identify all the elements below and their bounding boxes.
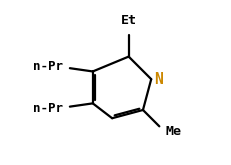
Text: Et: Et [121, 14, 137, 27]
Text: n-Pr: n-Pr [33, 60, 63, 73]
Text: N: N [155, 72, 163, 87]
Text: Me: Me [166, 125, 182, 138]
Text: n-Pr: n-Pr [33, 102, 63, 115]
